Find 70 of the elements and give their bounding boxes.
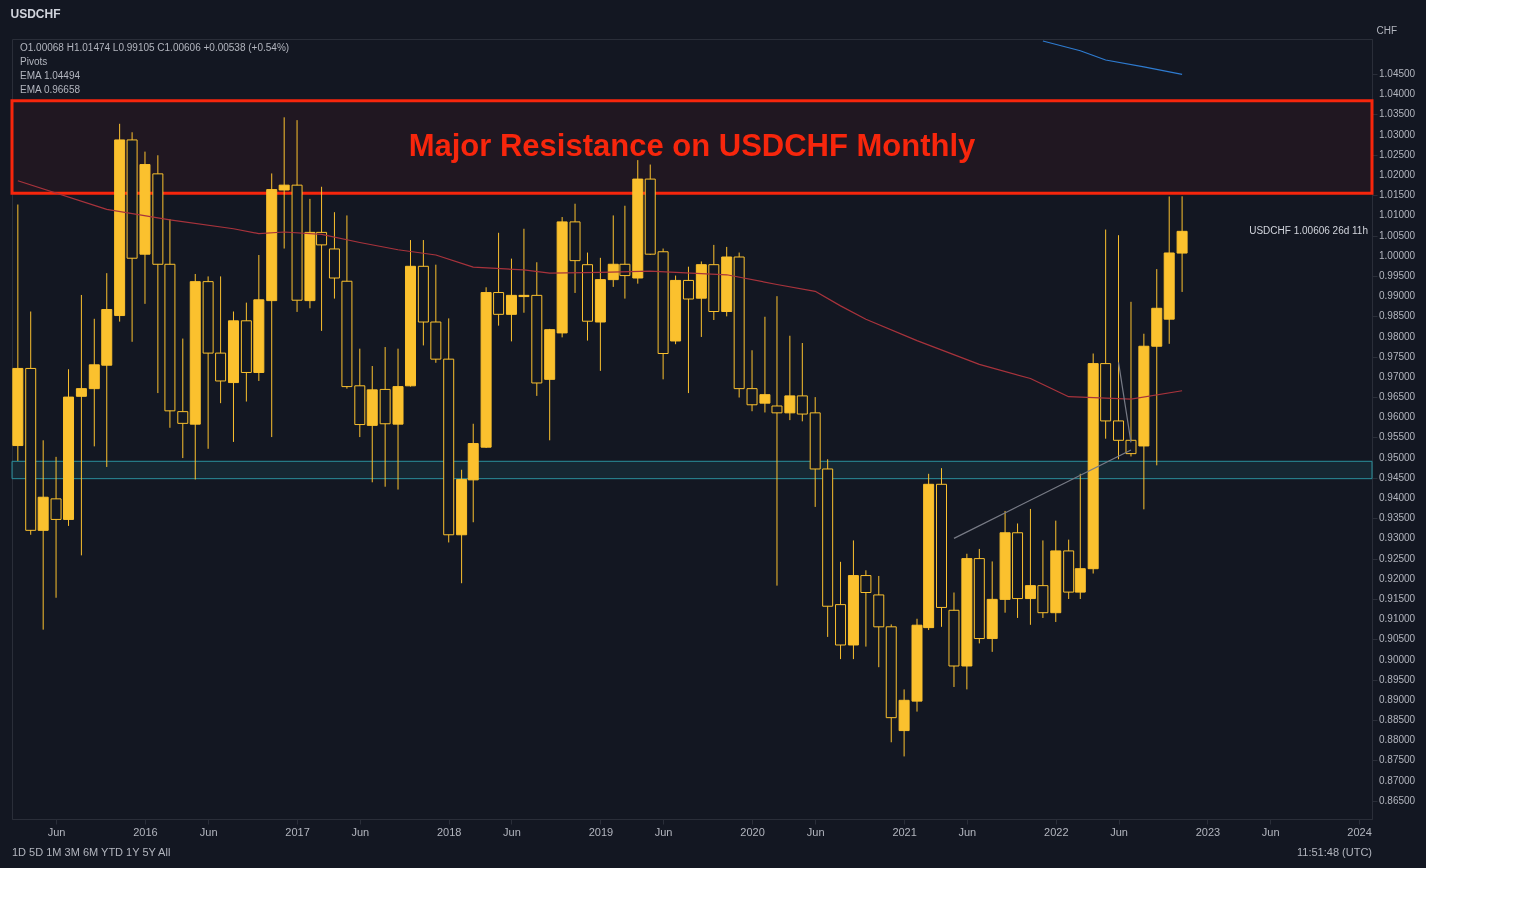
y-tick-label: 1.03500 — [1379, 108, 1416, 120]
x-tick-label: 2019 — [588, 825, 614, 838]
candlestick — [682, 266, 694, 394]
annotation: USDCHF 1.00606 26d 11h — [1249, 225, 1368, 237]
y-tick-label: 1.04500 — [1379, 68, 1416, 80]
y-tick-label: 0.94000 — [1379, 492, 1416, 504]
y-tick-label: 0.98000 — [1379, 330, 1416, 342]
y-tick-label: 0.96500 — [1379, 391, 1416, 403]
y-tick-label: 0.99500 — [1379, 269, 1416, 281]
line-series — [1042, 40, 1183, 75]
annotation: Pivots — [20, 56, 48, 67]
y-tick-label: 0.92500 — [1379, 552, 1416, 564]
y-tick-label: 0.90500 — [1379, 633, 1416, 645]
y-axis-title: CHF — [1376, 24, 1398, 36]
y-tick-label: 0.93500 — [1379, 512, 1416, 524]
y-tick-label: 1.01000 — [1379, 209, 1416, 221]
y-tick-label: 0.88500 — [1379, 714, 1416, 726]
y-tick-label: 0.86500 — [1379, 794, 1416, 806]
x-tick-label: 2016 — [133, 825, 158, 838]
y-tick-label: 0.99000 — [1379, 290, 1416, 302]
x-tick-label: 2022 — [1044, 825, 1069, 838]
y-tick-label: 0.93000 — [1379, 532, 1416, 544]
x-tick-label: Jun — [1110, 825, 1128, 838]
y-tick-label: 1.04000 — [1379, 88, 1416, 100]
y-tick-label: 1.03000 — [1379, 128, 1416, 140]
x-tick-label: Jun — [958, 825, 977, 838]
y-tick-label: 0.90000 — [1379, 653, 1416, 665]
candlestick — [75, 294, 87, 556]
y-tick-label: 1.02500 — [1379, 148, 1416, 160]
x-tick-label: Jun — [1261, 825, 1280, 838]
y-tick-label: 0.92000 — [1379, 572, 1416, 584]
line-series — [17, 180, 1183, 400]
y-tick-label: 0.87000 — [1379, 774, 1416, 786]
y-tick-label: 0.88000 — [1379, 734, 1416, 746]
chart-title: USDCHF — [10, 7, 61, 21]
x-tick-label: 2020 — [740, 825, 765, 838]
x-tick-label: Jun — [47, 825, 66, 838]
y-tick-label: 0.98500 — [1379, 310, 1416, 322]
y-tick-label: 0.95500 — [1379, 431, 1416, 443]
candlestick — [177, 338, 189, 459]
y-tick-label: 0.91000 — [1379, 613, 1416, 625]
x-tick-label: 2017 — [285, 825, 310, 838]
y-tick-label: 0.91500 — [1379, 592, 1416, 604]
text: 1D 5D 1M 3M 6M YTD 1Y 5Y All — [12, 846, 171, 858]
x-tick-label: 2024 — [1347, 825, 1372, 838]
x-tick-label: 2018 — [436, 825, 462, 838]
x-tick-label: Jun — [351, 825, 370, 838]
x-tick-label: 2021 — [892, 825, 917, 838]
y-tick-label: 0.97500 — [1379, 350, 1416, 362]
y-tick-label: 1.00000 — [1379, 249, 1416, 261]
y-tick-label: 0.89500 — [1379, 673, 1416, 685]
annotation: EMA 1.04494 — [20, 70, 81, 81]
y-tick-label: 1.00500 — [1379, 229, 1416, 241]
y-tick-label: 0.87500 — [1379, 754, 1416, 766]
y-tick-label: 0.96000 — [1379, 411, 1416, 423]
x-tick-label: Jun — [503, 825, 521, 838]
x-tick-label: Jun — [654, 825, 673, 838]
annotation: O1.00068 H1.01474 L0.99105 C1.00606 +0.00538 (+0.54%) — [20, 42, 290, 53]
annotation: EMA 0.96658 — [20, 84, 81, 95]
x-tick-label: Jun — [199, 825, 218, 838]
x-tick-label: Jun — [806, 825, 825, 838]
text: 11:51:48 (UTC) — [1297, 846, 1372, 858]
y-tick-label: 0.89000 — [1379, 693, 1416, 705]
y-tick-label: 1.01500 — [1379, 189, 1416, 201]
y-tick-label: 0.94500 — [1379, 471, 1416, 483]
y-tick-label: 0.95000 — [1379, 451, 1416, 463]
x-tick-label: 2023 — [1195, 825, 1221, 838]
band-label: Major Resistance on USDCHF Monthly — [408, 128, 977, 163]
y-tick-label: 0.97000 — [1379, 370, 1416, 382]
y-tick-label: 1.02000 — [1379, 169, 1416, 181]
